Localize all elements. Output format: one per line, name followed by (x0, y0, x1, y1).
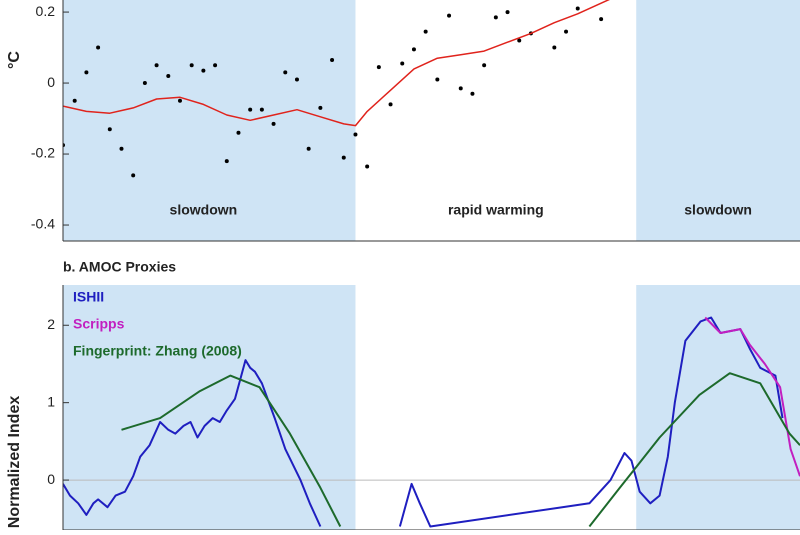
data-point (377, 65, 381, 69)
data-point (494, 15, 498, 19)
data-point (330, 58, 334, 62)
data-point (143, 81, 147, 85)
data-point (131, 173, 135, 177)
data-point (564, 30, 568, 34)
y-tick-label: 0 (47, 74, 55, 90)
y-tick-label: 2 (47, 316, 55, 332)
y-tick-label: 1 (47, 393, 55, 409)
data-point (482, 63, 486, 67)
data-point (283, 70, 287, 74)
data-point (73, 99, 77, 103)
data-point (412, 47, 416, 51)
data-point (424, 30, 428, 34)
legend-entry: Fingerprint: Zhang (2008) (73, 343, 242, 359)
y-axis-label: °C (6, 51, 23, 69)
legend-entry: ISHII (73, 289, 104, 305)
data-point (353, 133, 357, 137)
data-point (389, 102, 393, 106)
data-point (190, 63, 194, 67)
data-point (318, 106, 322, 110)
legend-entry: Scripps (73, 316, 125, 332)
data-point (400, 62, 404, 66)
data-point (213, 63, 217, 67)
data-point (201, 69, 205, 73)
y-tick-label: 0 (47, 471, 55, 487)
data-point (178, 99, 182, 103)
data-point (236, 131, 240, 135)
data-point (272, 122, 276, 126)
y-tick-label: -0.4 (31, 216, 55, 232)
data-point (119, 147, 123, 151)
period-label: slowdown (684, 202, 752, 218)
data-point (435, 78, 439, 82)
data-point (225, 159, 229, 163)
panel-title: b. AMOC Proxies (63, 259, 176, 275)
data-point (307, 147, 311, 151)
data-point (96, 46, 100, 50)
y-tick-label: -0.2 (31, 145, 55, 161)
data-point (108, 127, 112, 131)
data-point (459, 86, 463, 90)
y-axis-label: Normalized Index (6, 396, 23, 529)
data-point (470, 92, 474, 96)
period-label: slowdown (170, 202, 238, 218)
data-point (295, 78, 299, 82)
data-point (342, 156, 346, 160)
data-point (576, 7, 580, 11)
data-point (166, 74, 170, 78)
data-point (84, 70, 88, 74)
data-point (248, 108, 252, 112)
plot-area (63, 285, 800, 530)
data-point (599, 17, 603, 21)
data-point (260, 108, 264, 112)
data-point (506, 10, 510, 14)
data-point (365, 164, 369, 168)
data-point (447, 14, 451, 18)
data-point (155, 63, 159, 67)
period-label: rapid warming (448, 202, 544, 218)
y-tick-label: 0.2 (36, 3, 56, 19)
data-point (552, 46, 556, 50)
